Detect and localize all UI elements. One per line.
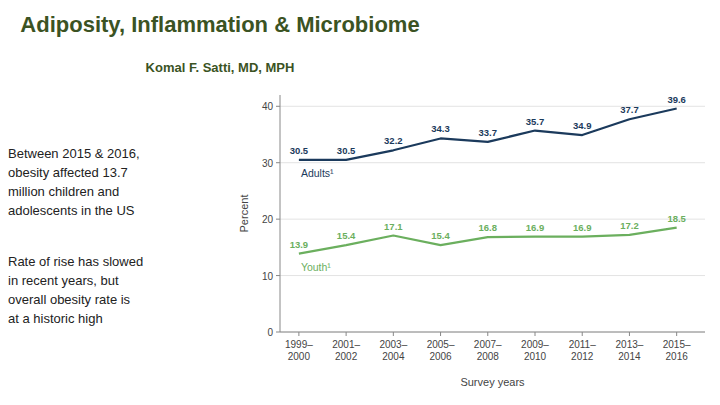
background xyxy=(0,0,720,405)
x-tick xyxy=(440,332,441,336)
x-tick-label: 2009–2010 xyxy=(521,339,549,362)
data-label: 15.4 xyxy=(337,230,356,241)
data-label: 37.7 xyxy=(620,104,639,115)
y-tick xyxy=(276,162,280,163)
x-tick xyxy=(346,332,347,336)
x-tick-label: 2011–2012 xyxy=(569,339,597,362)
grid-line xyxy=(280,275,705,276)
grid-line xyxy=(280,332,705,333)
chart: Adiposity, Inflammation & Microbiome Koma… xyxy=(0,0,720,405)
grid-line xyxy=(280,106,705,107)
data-label: 34.3 xyxy=(431,123,450,134)
x-tick-label: 2015–2016 xyxy=(663,339,691,362)
data-label: 15.4 xyxy=(431,230,450,241)
data-label: 34.9 xyxy=(573,120,592,131)
grid-line xyxy=(280,162,705,163)
y-tick-label: 0 xyxy=(267,327,273,338)
y-tick-label: 20 xyxy=(262,214,274,225)
x-tick-label: 2013–2014 xyxy=(616,339,644,362)
data-label: 13.9 xyxy=(290,239,309,250)
y-tick-label: 40 xyxy=(262,101,274,112)
data-label: 35.7 xyxy=(526,116,545,127)
x-tick-label: 2005–2006 xyxy=(427,339,455,362)
plot-area xyxy=(299,109,677,254)
title: Adiposity, Inflammation & Microbiome xyxy=(20,12,419,37)
data-label: 16.8 xyxy=(479,222,498,233)
y-tick-label: 10 xyxy=(262,271,274,282)
series-line xyxy=(299,109,677,160)
x-tick xyxy=(298,332,299,336)
grid-line xyxy=(280,219,705,220)
data-label: 16.9 xyxy=(573,222,592,233)
data-label: 16.9 xyxy=(526,222,545,233)
y-tick-label: 30 xyxy=(262,158,274,169)
data-label: 30.5 xyxy=(290,145,309,156)
x-tick xyxy=(582,332,583,336)
x-tick-label: 2003–2004 xyxy=(379,339,407,362)
x-tick xyxy=(629,332,630,336)
data-label: 33.7 xyxy=(479,127,498,138)
data-label: 18.5 xyxy=(667,213,686,224)
data-label: 17.1 xyxy=(384,221,403,232)
data-label: 39.6 xyxy=(667,94,686,105)
x-tick xyxy=(676,332,677,336)
y-axis xyxy=(280,95,281,332)
y-tick xyxy=(276,106,280,107)
x-tick xyxy=(393,332,394,336)
x-axis xyxy=(280,332,705,333)
x-tick-label: 2007–2008 xyxy=(474,339,502,362)
y-tick xyxy=(276,332,280,333)
subtitle: Komal F. Satti, MD, MPH xyxy=(146,60,295,75)
x-tick xyxy=(535,332,536,336)
data-label: 17.2 xyxy=(620,220,639,231)
data-label: 30.5 xyxy=(337,145,356,156)
y-tick xyxy=(276,219,280,220)
x-tick-label: 1999–2000 xyxy=(285,339,313,362)
x-axis-label: Survey years xyxy=(460,376,525,388)
x-tick-label: 2001–2002 xyxy=(332,339,360,362)
annotation: Rate of rise has slowedin recent years, … xyxy=(8,254,143,326)
y-tick xyxy=(276,275,280,276)
series-label: Youth¹ xyxy=(301,261,331,273)
x-tick xyxy=(487,332,488,336)
series-label: Adults¹ xyxy=(301,167,334,179)
annotation: Between 2015 & 2016,obesity affected 13.… xyxy=(8,146,140,218)
y-axis-label: Percent xyxy=(238,195,250,233)
data-label: 32.2 xyxy=(384,135,403,146)
